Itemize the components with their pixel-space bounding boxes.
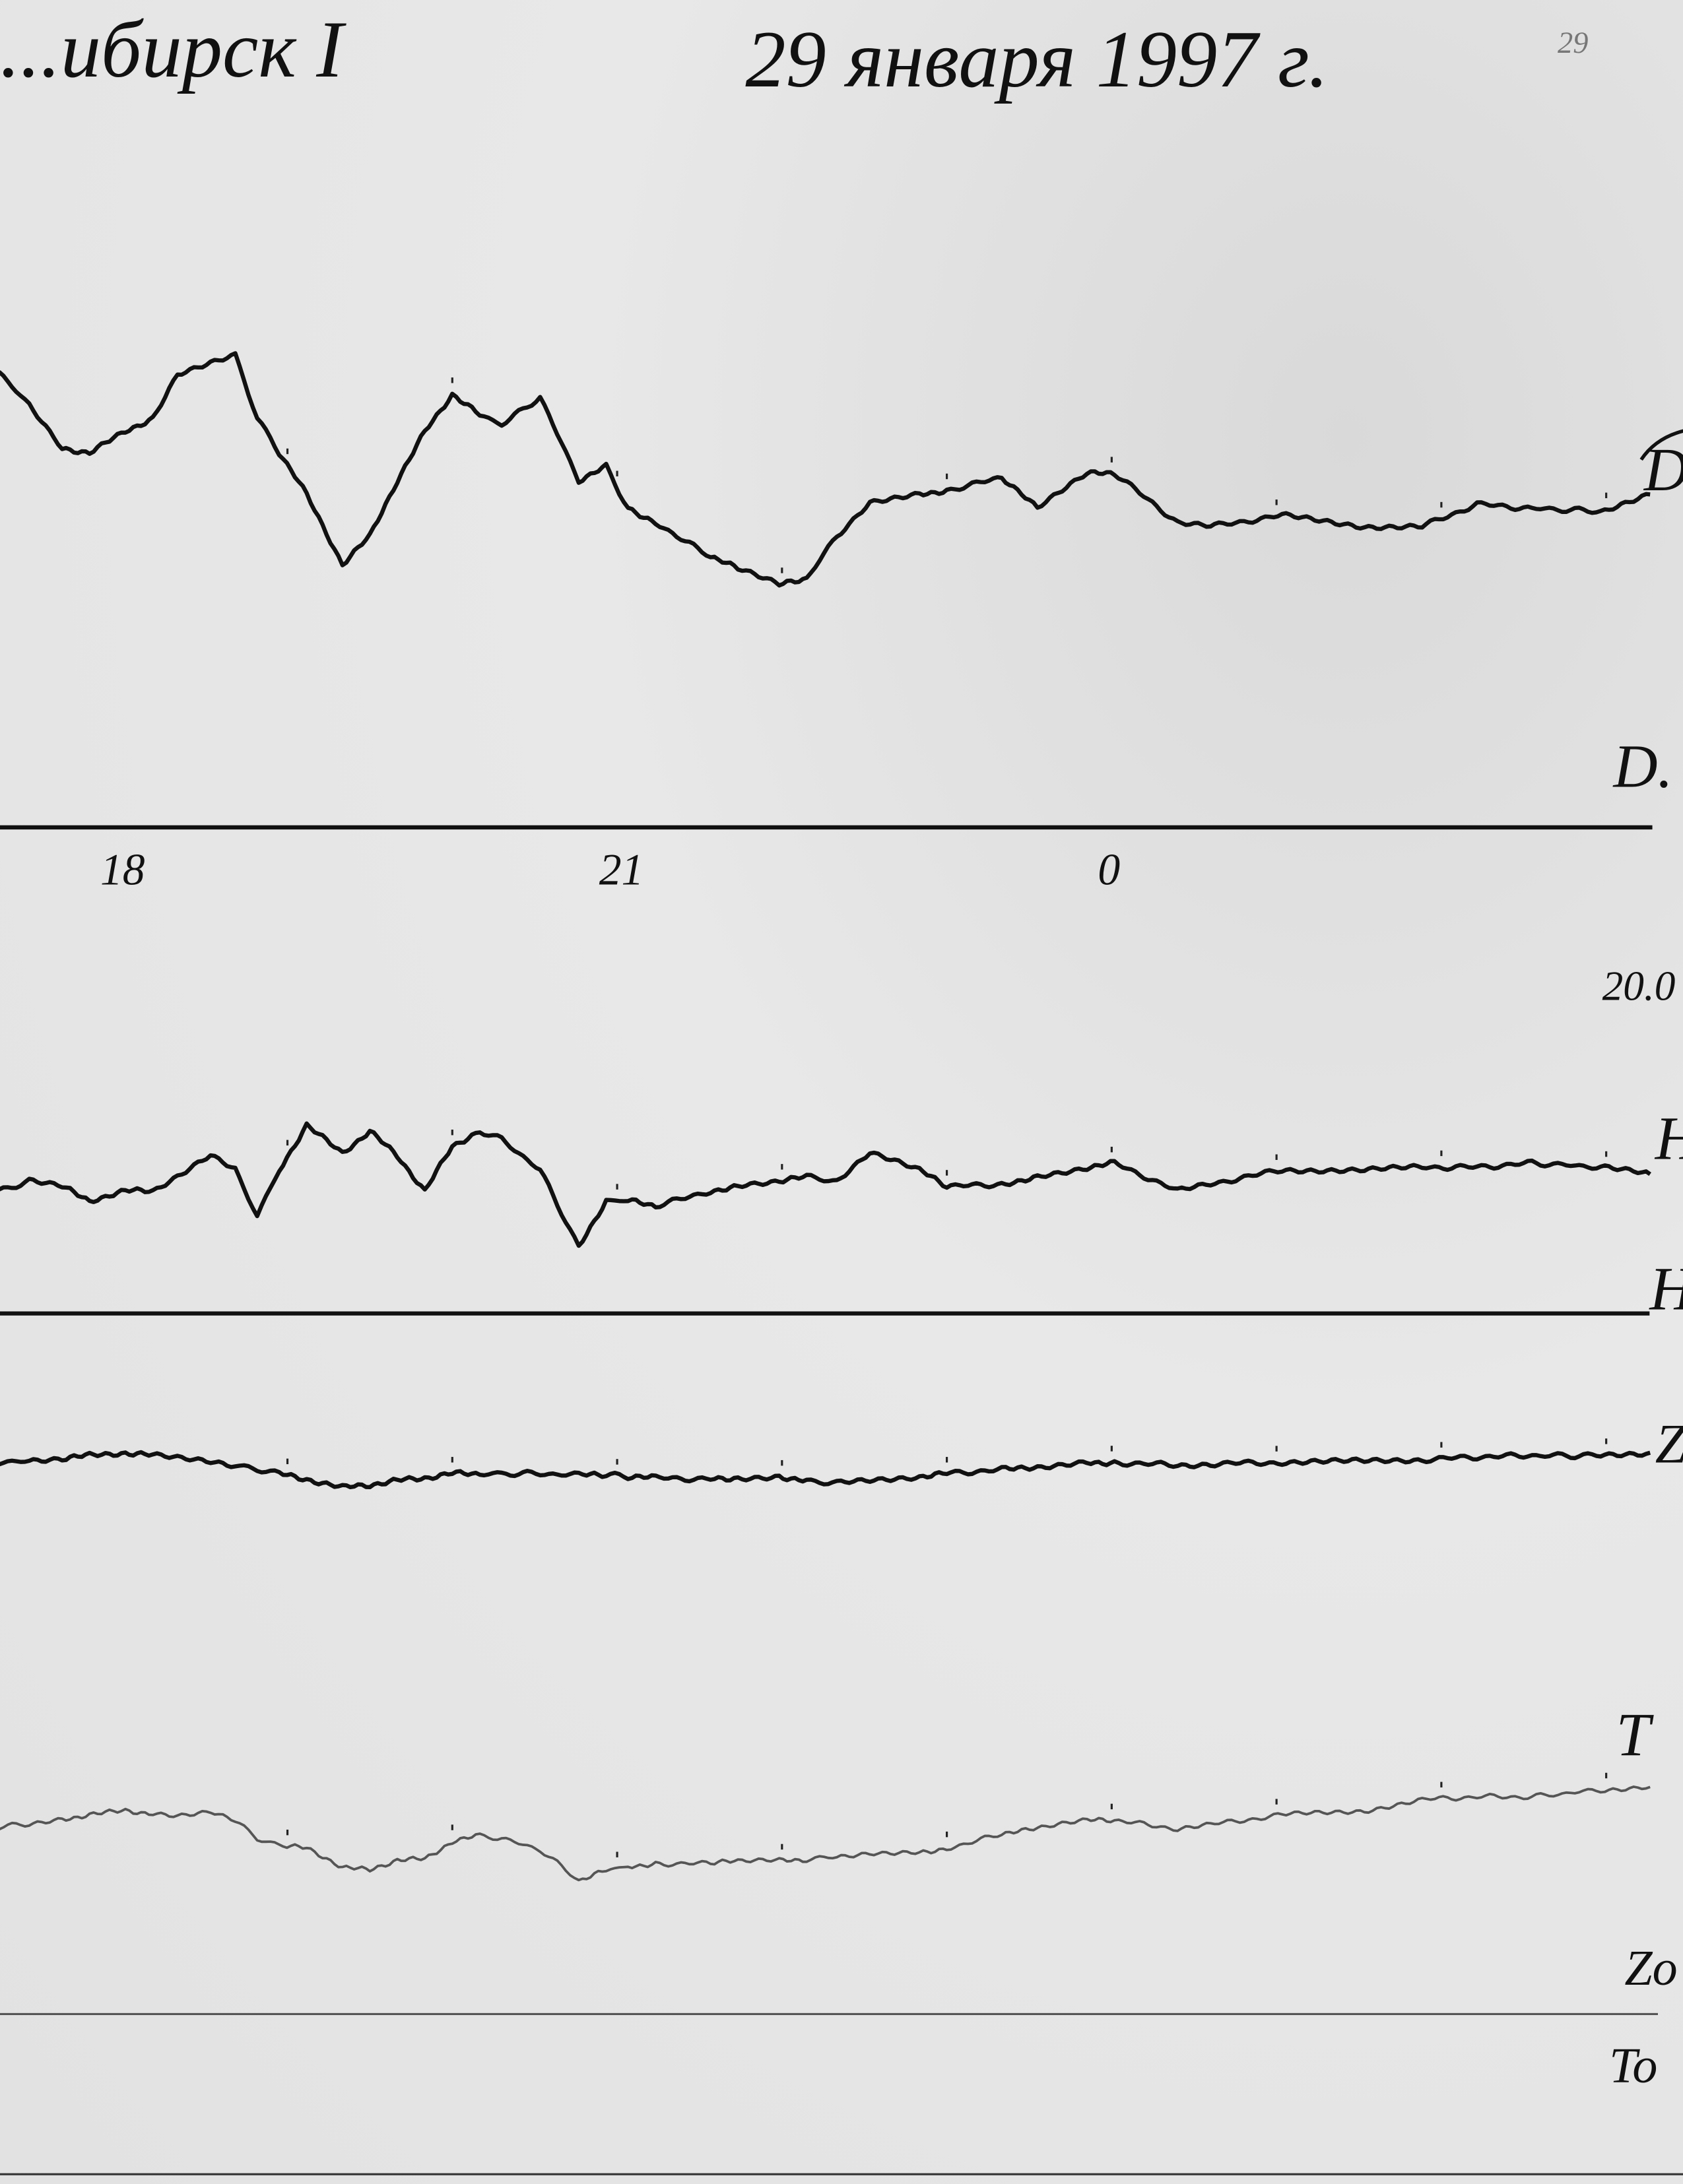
h-trace-label: H — [1655, 1105, 1683, 1172]
h-baseline-label: H — [1649, 1255, 1683, 1323]
trace-h — [0, 1121, 1651, 1248]
z-base-label: Zo — [1624, 1941, 1677, 1996]
d-baseline-label: D. — [1612, 733, 1672, 801]
trace-d — [0, 351, 1651, 588]
traces — [0, 351, 1651, 1882]
sheet-number: 29 — [1558, 26, 1588, 60]
record-date: 29 января 1997 г. — [745, 15, 1329, 104]
station-name: ...ибирск I — [0, 5, 346, 94]
z-trace-label: Z — [1655, 1414, 1683, 1475]
trace-t — [0, 1785, 1651, 1882]
x-tick-label: 21 — [599, 845, 644, 894]
x-tick-label: 18 — [100, 845, 145, 894]
scale-value-label: 20.0 — [1602, 963, 1676, 1010]
x-tick-label: 0 — [1098, 845, 1120, 894]
trace-z — [0, 1450, 1651, 1490]
d-label-arc — [1639, 429, 1683, 461]
t-trace-label: T — [1616, 1701, 1655, 1769]
t-base-label: To — [1609, 2038, 1657, 2094]
